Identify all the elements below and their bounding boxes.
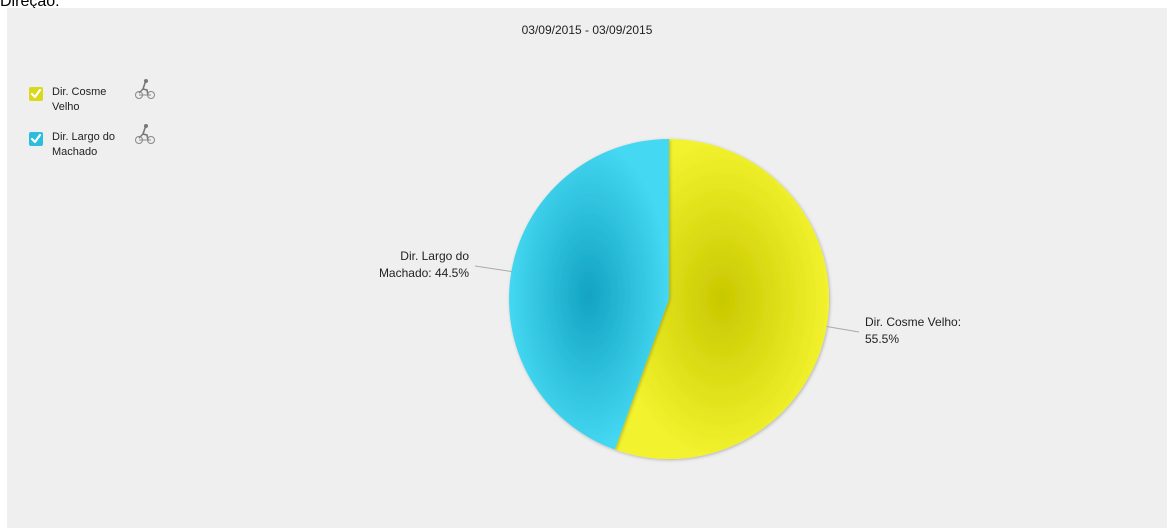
chart-panel: 03/09/2015 - 03/09/2015 Dir. Cosme Velho bbox=[7, 8, 1167, 528]
legend-checkbox-cosme-velho[interactable] bbox=[29, 87, 43, 101]
slice-label-1: Dir. Largo do Machado: 44.5% bbox=[379, 249, 469, 280]
page-heading: Direção: bbox=[0, 0, 60, 10]
bicycle-icon bbox=[135, 79, 155, 99]
legend-label-cosme-velho: Dir. Cosme Velho bbox=[52, 86, 107, 113]
pie-slice-1[interactable] bbox=[508, 139, 669, 450]
slice-connector-line bbox=[474, 265, 512, 272]
pie-chart: Dir. Cosme Velho: 55.5% Dir. Largo do Macha… bbox=[379, 139, 961, 460]
slice-connector-line bbox=[826, 326, 860, 333]
checkmark-icon bbox=[30, 133, 42, 144]
legend-label-largo-do-machado: Dir. Largo do Machado bbox=[52, 131, 115, 158]
legend-item-cosme-velho[interactable]: Dir. Cosme Velho bbox=[29, 79, 189, 124]
chart-title: 03/09/2015 - 03/09/2015 bbox=[521, 23, 653, 37]
pie-slice-0[interactable] bbox=[614, 139, 829, 460]
legend-checkbox-largo-do-machado[interactable] bbox=[29, 132, 43, 146]
legend-item-largo-do-machado[interactable]: Dir. Largo do Machado bbox=[29, 124, 189, 169]
slice-label-0: Dir. Cosme Velho: 55.5% bbox=[865, 315, 961, 346]
bicycle-icon bbox=[135, 124, 155, 144]
checkmark-icon bbox=[30, 88, 42, 99]
